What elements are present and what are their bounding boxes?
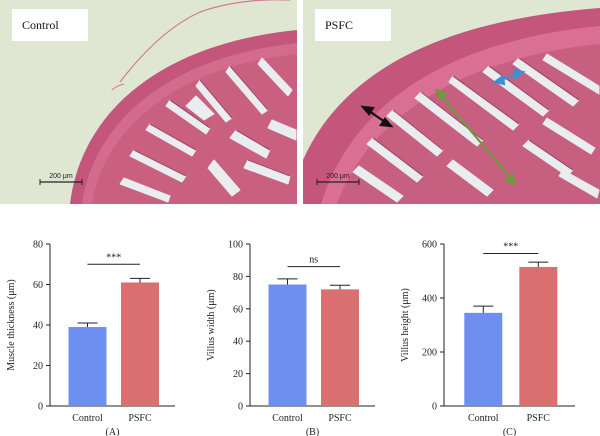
panel-label: (B) [306, 427, 319, 436]
y-tick-label: 200 [422, 348, 437, 359]
bar-control [464, 312, 503, 406]
micrograph-label-control: Control [12, 9, 88, 41]
x-tick-label-psfc: PSFC [527, 413, 551, 424]
bar-psfc [519, 266, 558, 406]
micrograph-label-psfc: PSFC [315, 9, 391, 41]
chart-panel-c: 0 200 400 600 Control PSFC *** Villus height (μ… [400, 240, 575, 436]
x-tick-label-psfc: PSFC [328, 413, 352, 424]
muscle-thickness-arrow [360, 105, 394, 128]
y-tick-label: 20 [33, 361, 43, 372]
y-tick-label: 100 [228, 240, 243, 251]
panel-label: (A) [106, 427, 120, 436]
scale-bar-label: 200 μm [49, 173, 73, 180]
y-tick-label: 40 [33, 321, 43, 332]
x-tick-label-psfc: PSFC [128, 413, 152, 424]
y-tick-label: 80 [33, 240, 43, 251]
bar-control [268, 284, 307, 406]
y-tick-label: 0 [238, 402, 243, 413]
y-tick-label: 40 [233, 337, 243, 348]
micrograph-psfc-image: 200 μm [303, 0, 600, 204]
y-axis-label: Villus height (μm) [400, 288, 411, 362]
significance-label: ns [309, 255, 318, 266]
y-tick-label: 20 [233, 369, 243, 380]
y-tick-label: 0 [38, 402, 43, 413]
bar-psfc [121, 282, 159, 406]
y-axis-label: Muscle thickness (μm) [6, 279, 17, 370]
bar-control [68, 327, 107, 406]
micrograph-control: 200 μm Control [0, 0, 297, 204]
significance-label: *** [503, 241, 518, 252]
significance-label: *** [106, 252, 121, 263]
y-tick-label: 400 [422, 294, 437, 305]
panel-label: (C) [503, 427, 516, 436]
chart-panel-b: 0 20 40 60 80 100 Control PSFC ns Villus width (μ… [206, 240, 375, 436]
y-tick-label: 60 [33, 280, 43, 291]
x-tick-label-control: Control [272, 413, 303, 424]
villus-height-arrow [435, 87, 517, 187]
y-tick-label: 80 [233, 272, 243, 283]
y-tick-label: 600 [422, 240, 437, 251]
x-tick-label-control: Control [72, 413, 103, 424]
micrograph-psfc: 200 μm PSFC [303, 0, 600, 204]
y-tick-label: 60 [233, 304, 243, 315]
bar-charts: 0 20 40 60 80 Control PSFC *** Muscle thickness … [6, 240, 575, 436]
chart-panel-a: 0 20 40 60 80 Control PSFC *** Muscle thickness … [6, 240, 175, 436]
scale-bar-label: 200 μm [326, 173, 350, 180]
y-tick-label: 0 [432, 402, 437, 413]
y-axis-label: Villus width (μm) [206, 289, 217, 360]
villus-width-arrow [492, 68, 526, 86]
bar-psfc [321, 289, 359, 406]
micrograph-control-image: 200 μm [0, 0, 297, 204]
x-tick-label-control: Control [468, 413, 499, 424]
